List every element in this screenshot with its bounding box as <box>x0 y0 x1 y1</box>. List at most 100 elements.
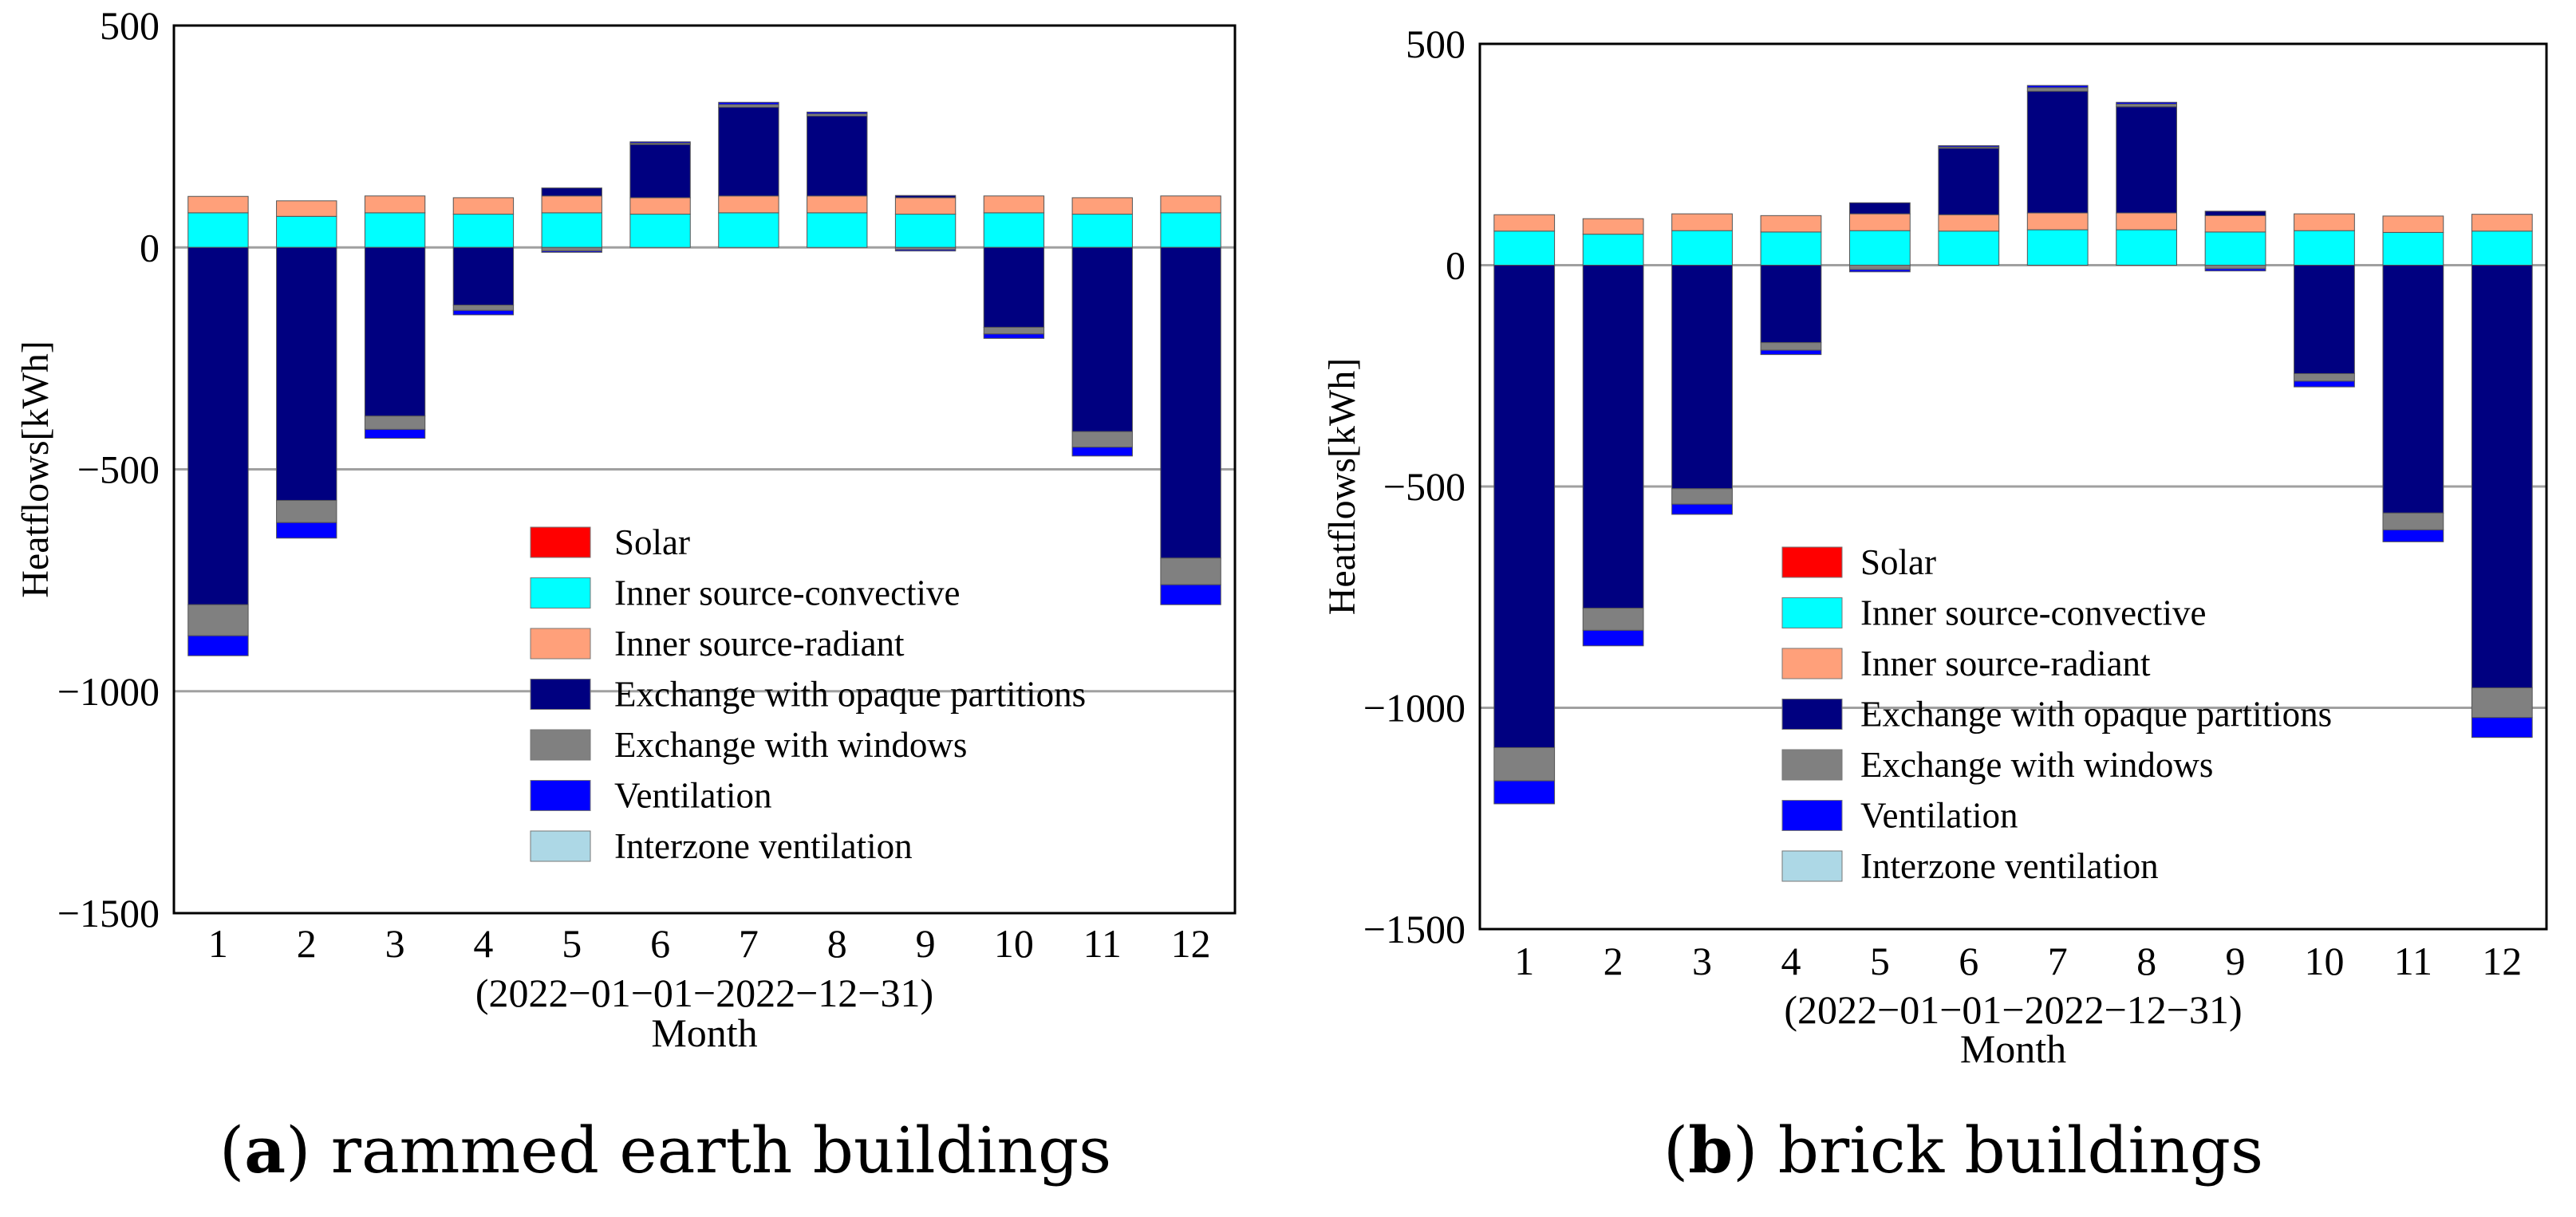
legend-swatch-interzone <box>1781 850 1843 882</box>
legend-swatch-inner_radiant <box>1781 648 1843 679</box>
bar-ventilation-3 <box>364 428 426 439</box>
bar-inner_radiant-12 <box>1160 195 1221 214</box>
y-axis-label: Heatflows[kWh] <box>14 341 57 598</box>
chart-a: 1 2 3 4 5 6 7 8 9 10 11 125000−500−1000−1500Heatflo… <box>14 3 1237 1055</box>
bar-inner_convective-7 <box>2026 229 2089 266</box>
legend-label-interzone: Interzone ventilation <box>614 826 913 866</box>
legend-swatch-ventilation <box>530 780 591 811</box>
bar-opaque-4 <box>1760 265 1822 344</box>
plot-frame <box>172 24 1237 915</box>
legend-swatch-opaque <box>1781 699 1843 730</box>
bar-ventilation-2 <box>276 522 337 539</box>
legend-swatch-ventilation <box>1781 800 1843 831</box>
bar-inner_convective-10 <box>2294 230 2355 266</box>
x-tick-label-4: 4 <box>1781 939 1801 983</box>
plot-frame <box>1478 42 2548 931</box>
legend-swatch-inner_radiant <box>530 628 591 660</box>
bar-inner_convective-3 <box>1671 230 1733 266</box>
bar-inner_radiant-4 <box>452 197 515 215</box>
bar-opaque-11 <box>2382 265 2444 514</box>
y-tick-label: −500 <box>1383 464 1466 509</box>
x-tick-label-6: 6 <box>1959 939 1978 983</box>
x-tick-label-10: 10 <box>994 921 1034 966</box>
x-tick-label-11: 11 <box>2394 939 2432 983</box>
bar-ventilation-7 <box>718 101 779 105</box>
bar-windows-11 <box>1071 431 1133 448</box>
bar-opaque-1 <box>187 246 249 605</box>
bar-inner_convective-1 <box>1493 230 1556 266</box>
legend-label-windows: Exchange with windows <box>614 725 967 765</box>
bar-windows-4 <box>1760 342 1822 351</box>
bar-ventilation-7 <box>2026 85 2089 89</box>
y-tick-label: −1500 <box>57 891 160 935</box>
legend-label-interzone: Interzone ventilation <box>1860 846 2159 886</box>
chart-b: 1 2 3 4 5 6 7 8 9 10 11 125000−500−1000−1500Heatflo… <box>1321 22 2548 1071</box>
bar-opaque-7 <box>2026 90 2089 214</box>
x-tick-label-1: 1 <box>1514 939 1534 983</box>
legend-swatch-windows <box>1781 749 1843 781</box>
bar-ventilation-6 <box>1938 145 2000 148</box>
bar-opaque-3 <box>1671 265 1733 490</box>
bar-opaque-10 <box>983 246 1045 328</box>
x-tick-label-5: 5 <box>1870 939 1890 983</box>
y-tick-label: 500 <box>1406 22 1466 66</box>
x-tick-label-7: 7 <box>739 921 759 966</box>
x-tick-label-9: 9 <box>2226 939 2246 983</box>
bar-opaque-12 <box>1160 246 1221 559</box>
bar-ventilation-8 <box>807 112 868 115</box>
y-tick-label: 0 <box>140 225 160 270</box>
bar-opaque-5 <box>541 187 602 197</box>
bar-opaque-9 <box>2204 211 2266 216</box>
date-range-label: (2022−01−01−2022−12−31) <box>475 971 933 1015</box>
y-tick-label: −500 <box>77 447 160 492</box>
y-tick-label: 0 <box>1446 243 1466 288</box>
x-tick-label-2: 2 <box>1604 939 1623 983</box>
legend-label-inner_convective: Inner source-convective <box>614 573 961 613</box>
bar-inner_convective-4 <box>1760 231 1822 266</box>
bar-inner_convective-12 <box>2471 230 2533 266</box>
bar-ventilation-10 <box>983 333 1045 339</box>
bar-inner_radiant-2 <box>276 200 337 217</box>
bar-windows-2 <box>1582 608 1644 631</box>
x-tick-label-1: 1 <box>208 921 228 966</box>
legend-swatch-inner_convective <box>1781 597 1843 628</box>
legend-swatch-windows <box>530 729 591 761</box>
y-axis-label: Heatflows[kWh] <box>1321 358 1363 616</box>
legend-label-ventilation: Ventilation <box>614 776 771 816</box>
bar-ventilation-5 <box>1848 269 1911 273</box>
bar-windows-3 <box>364 416 426 430</box>
y-tick-label: 500 <box>100 3 160 48</box>
bar-inner_convective-2 <box>1582 234 1644 266</box>
bar-opaque-6 <box>629 144 691 199</box>
x-tick-label-3: 3 <box>1692 939 1712 983</box>
legend-label-opaque: Exchange with opaque partitions <box>1860 695 2332 735</box>
bar-opaque-1 <box>1493 265 1556 748</box>
bar-opaque-3 <box>364 246 426 417</box>
x-tick-label-4: 4 <box>473 921 493 966</box>
x-tick-label-3: 3 <box>385 921 405 966</box>
legend-swatch-opaque <box>530 679 591 710</box>
x-tick-label-8: 8 <box>2136 939 2156 983</box>
bar-inner_radiant-1 <box>187 195 249 214</box>
bar-opaque-6 <box>1938 148 2000 215</box>
x-tick-label-5: 5 <box>562 921 582 966</box>
bar-ventilation-11 <box>1071 447 1133 457</box>
date-range-label: (2022−01−01−2022−12−31) <box>1784 987 2242 1032</box>
bar-opaque-2 <box>1582 265 1644 609</box>
bar-inner_radiant-7 <box>718 195 779 214</box>
bar-windows-3 <box>1671 488 1733 505</box>
bar-opaque-12 <box>2471 265 2533 689</box>
bar-opaque-8 <box>2116 106 2178 214</box>
x-tick-label-12: 12 <box>1171 921 1211 966</box>
bar-inner_radiant-10 <box>983 195 1045 214</box>
bar-opaque-7 <box>718 106 779 197</box>
legend-swatch-solar <box>530 526 591 558</box>
x-axis-label: Month <box>1960 1026 2066 1071</box>
bar-ventilation-4 <box>1760 349 1822 356</box>
x-tick-label-8: 8 <box>827 921 847 966</box>
bar-inner_radiant-7 <box>2026 212 2089 230</box>
x-tick-label-10: 10 <box>2304 939 2344 983</box>
caption-a: (a) rammed earth buildings <box>219 1113 1112 1187</box>
bar-inner_radiant-5 <box>1848 213 1911 231</box>
legend-swatch-interzone <box>530 830 591 862</box>
